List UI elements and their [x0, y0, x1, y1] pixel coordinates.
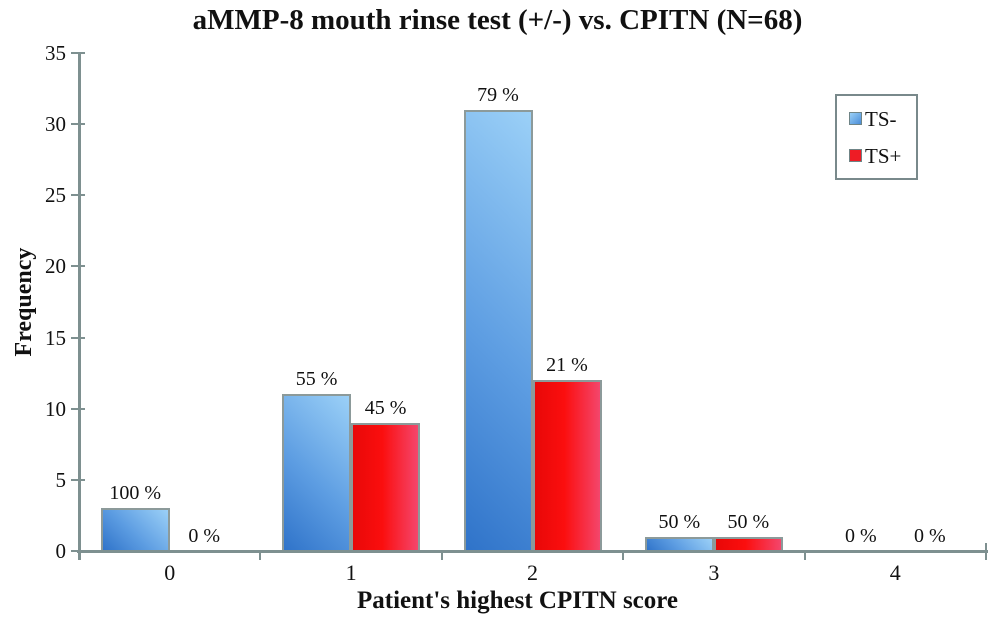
bar-value-label: 50 % [727, 510, 770, 533]
y-axis-tick-label: 10 [45, 396, 66, 421]
bar-value-label: 45 % [364, 396, 407, 419]
legend-label: TS- [865, 106, 897, 131]
bar-ts-minus [282, 394, 352, 551]
y-axis-tick-label: 25 [45, 183, 66, 208]
y-axis-tick [71, 550, 85, 552]
bar-value-label: 79 % [477, 83, 519, 106]
bar-value-label: 50 % [658, 510, 701, 533]
bar-value-label: 21 % [546, 354, 588, 377]
y-axis-tick-label: 0 [55, 539, 67, 563]
y-axis-tick-label: 15 [45, 325, 66, 350]
bar-ts-plus [532, 380, 602, 551]
ts-plus-swatch-icon [849, 149, 862, 162]
legend: TS- TS+ [835, 94, 918, 180]
x-axis-tick [985, 543, 987, 560]
y-axis-tick [71, 123, 85, 126]
y-axis-tick [71, 265, 85, 268]
legend-item-ts-minus: TS- [849, 108, 916, 130]
y-axis-tick-label: 35 [45, 41, 66, 65]
y-axis-line [78, 53, 81, 560]
x-axis-tick [803, 551, 806, 560]
bar-value-label: 55 % [295, 368, 338, 391]
legend-item-ts-plus: TS+ [849, 145, 916, 167]
y-axis-tick [71, 194, 85, 197]
bar-ts-minus [100, 508, 170, 551]
bar-value-label: 0 % [913, 525, 946, 547]
x-axis-tick [440, 551, 443, 560]
bar-ts-plus [351, 422, 421, 551]
bar-ts-minus [644, 536, 714, 551]
bar-ts-plus [713, 536, 783, 551]
y-axis-tick [71, 52, 85, 54]
x-category-label: 3 [708, 560, 720, 585]
y-axis-tick-label: 30 [45, 112, 66, 137]
y-axis-tick [71, 478, 85, 481]
x-axis-tick [622, 551, 625, 560]
legend-label: TS+ [865, 143, 902, 168]
y-axis-tick-label: 20 [45, 254, 66, 279]
bar-value-label: 100 % [109, 482, 162, 505]
ts-minus-swatch-icon [849, 112, 862, 125]
bar-value-label: 0 % [844, 525, 877, 547]
x-category-label: 2 [527, 560, 538, 585]
x-category-label: 0 [164, 560, 176, 585]
y-axis-tick-label: 5 [55, 467, 67, 492]
y-axis-tick [71, 407, 85, 410]
chart-title: aMMP-8 mouth rinse test (+/-) vs. CPITN … [192, 4, 803, 36]
x-axis-tick [259, 551, 262, 560]
bar-value-label: 0 % [188, 525, 221, 547]
x-axis-title: Patient's highest CPITN score [356, 587, 679, 614]
bar-ts-minus [463, 109, 533, 551]
x-axis-line [77, 550, 988, 553]
y-axis-tick [71, 336, 85, 339]
x-category-label: 4 [889, 560, 901, 585]
x-category-label: 1 [345, 560, 357, 585]
